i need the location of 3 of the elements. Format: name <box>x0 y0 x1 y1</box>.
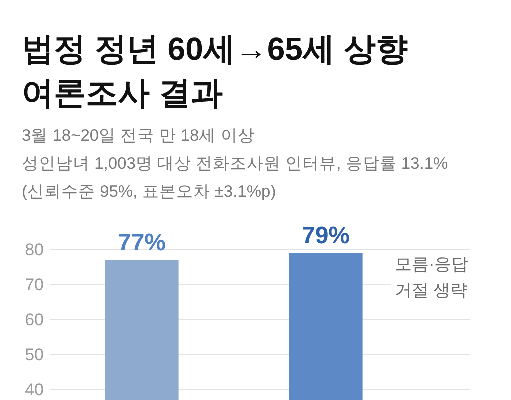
note: 모름·응답 거절 생략 <box>395 255 469 300</box>
subtitle: 3월 18~20일 전국 만 18세 이상 성인남녀 1,003명 대상 전화조사원 인터뷰, 응답률 13.1% (신뢰수준 95%, 표본오차 ±3.1%p) <box>22 127 448 201</box>
title: 법정 정년 60세→65세 상향 여론조사 결과 <box>22 31 408 111</box>
